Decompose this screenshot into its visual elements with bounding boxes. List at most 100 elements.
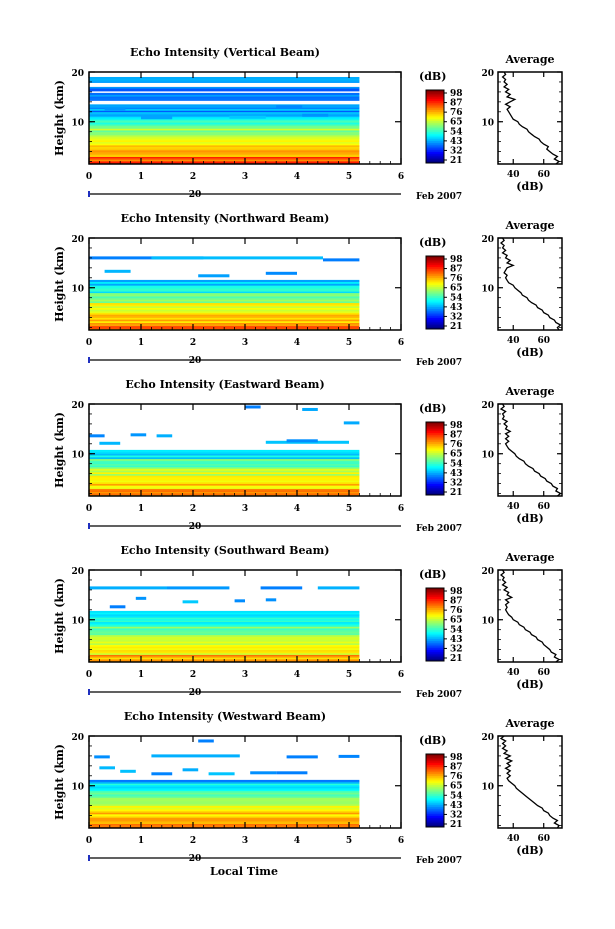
heatmap: [88, 72, 361, 165]
colorbar-tick-label: 43: [450, 635, 463, 645]
colorbar-step: [426, 473, 444, 476]
colorbar-step: [426, 790, 444, 793]
colorbar-step: [426, 626, 444, 629]
heatmap-band: [89, 156, 360, 159]
heatmap-band: [89, 294, 360, 297]
colorbar-step: [426, 277, 444, 281]
colorbar-step: [426, 270, 444, 273]
average-title: Average: [504, 53, 554, 66]
colorbar-step: [426, 155, 444, 159]
colorbar-step: [426, 474, 444, 478]
x-tick-label: 0: [86, 172, 92, 182]
heatmap-band: [89, 325, 360, 328]
colorbar-tick-label: 32: [450, 312, 463, 322]
colorbar-step: [426, 637, 444, 640]
colorbar-step: [426, 640, 444, 644]
colorbar-step: [426, 774, 444, 777]
x-tick-label: 0: [86, 504, 92, 514]
colorbar-step: [426, 604, 444, 607]
colorbar-step: [426, 763, 444, 766]
colorbar-step: [426, 635, 444, 638]
average-frame: [497, 403, 563, 497]
colorbar-step: [426, 642, 444, 646]
heatmap-band: [89, 158, 360, 160]
x-tick-label: 3: [242, 670, 248, 680]
colorbar-step: [426, 447, 444, 450]
colorbar-step: [426, 104, 444, 107]
heatmap-band: [89, 644, 360, 647]
heatmap-band: [89, 130, 360, 133]
colorbar-step: [426, 478, 444, 481]
heatmap-band: [89, 111, 360, 114]
heatmap-band: [89, 462, 360, 465]
x-tick-label: 5: [346, 836, 352, 846]
x-tick-label: 6: [398, 670, 404, 680]
colorbar-step: [426, 256, 444, 259]
heatmap-speckle: [156, 434, 173, 438]
x-tick-label: 1: [138, 172, 144, 182]
heatmap-band: [89, 466, 360, 470]
average-profile: Average 20 10 40 60(dB): [481, 551, 563, 691]
average-x-label: (dB): [516, 844, 543, 857]
colorbar-step: [426, 308, 444, 312]
heatmap-band: [89, 483, 360, 486]
heatmap-band: [89, 815, 360, 818]
colorbar-tick-label: 65: [450, 450, 463, 460]
x-tick-label: 3: [242, 172, 248, 182]
colorbar-step: [426, 316, 444, 319]
x-tick-label: 0: [86, 338, 92, 348]
heatmap-band: [89, 80, 360, 83]
heatmap-band: [89, 810, 360, 813]
colorbar-step: [426, 493, 444, 496]
heatmap-band: [89, 632, 360, 636]
colorbar-unit: (dB): [419, 734, 446, 747]
colorbar-step: [426, 598, 444, 602]
colorbar-step: [426, 263, 444, 266]
beam-panel-0: Echo Intensity (Vertical Beam)0 1 2 3 4 5 6201…: [53, 46, 563, 202]
colorbar-step: [426, 272, 444, 275]
average-x-tick-label: 60: [537, 336, 550, 346]
heatmap-band: [89, 455, 360, 458]
heatmap-band: [89, 88, 360, 91]
heatmap-band: [89, 314, 360, 317]
y-tick-label: 10: [71, 783, 84, 793]
colorbar-step: [426, 321, 444, 325]
colorbar-tick-label: 65: [450, 782, 463, 792]
colorbar-tick-label: 43: [450, 469, 463, 479]
heatmap-band: [89, 312, 360, 315]
x-tick-label: 4: [294, 836, 300, 846]
colorbar-step: [426, 779, 444, 782]
heatmap-band: [89, 623, 360, 626]
heatmap-band: [89, 456, 360, 460]
colorbar-step: [426, 126, 444, 129]
average-x-tick-label: 40: [507, 336, 520, 346]
colorbar-step: [426, 161, 444, 164]
colorbar-step: [426, 113, 444, 117]
heatmap-band: [89, 148, 360, 151]
heatmap-band: [89, 279, 360, 282]
heatmap-band: [89, 480, 360, 483]
colorbar-step: [426, 128, 444, 131]
heatmap-band: [89, 458, 360, 461]
colorbar-tick-label: 87: [450, 431, 463, 441]
colorbar-tick-label: 21: [450, 488, 463, 498]
heatmap-band: [89, 624, 360, 627]
colorbar-step: [426, 595, 444, 598]
colorbar-step: [426, 629, 444, 633]
heatmap-band: [89, 460, 360, 463]
average-x-tick-label: 60: [537, 502, 550, 512]
average-x-tick-label: 40: [507, 668, 520, 678]
heatmap-band: [89, 89, 360, 92]
colorbar-step: [426, 106, 444, 109]
colorbar-step: [426, 766, 444, 770]
heatmap-band: [89, 288, 360, 291]
x-tick-label: 0: [86, 836, 92, 846]
colorbar-unit: (dB): [419, 236, 446, 249]
colorbar-step: [426, 427, 444, 430]
x-tick-label: 6: [398, 172, 404, 182]
heatmap-speckle: [89, 256, 204, 260]
heatmap-band: [89, 110, 360, 113]
colorbar-step: [426, 775, 444, 779]
heatmap-band: [89, 615, 360, 618]
colorbar-frame: [425, 421, 445, 496]
